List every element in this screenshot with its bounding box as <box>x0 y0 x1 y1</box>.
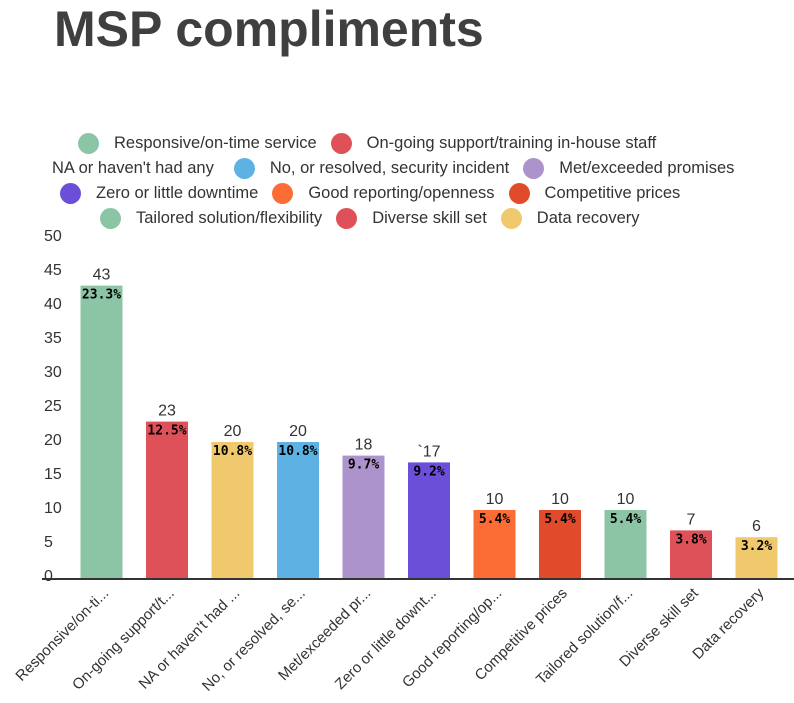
legend-swatch <box>233 157 255 179</box>
bar <box>277 442 319 578</box>
legend-swatch <box>100 207 121 229</box>
bar <box>342 455 385 578</box>
bar <box>146 421 188 578</box>
legend-item: Diverse skill set <box>336 207 487 229</box>
bar <box>539 510 581 578</box>
value-label: 10 <box>551 491 569 508</box>
percent-label: 9.7% <box>348 458 379 473</box>
value-label: 23 <box>158 403 176 420</box>
legend-item: Zero or little downtime <box>60 182 259 204</box>
legend-item: Tailored solution/flexibility <box>100 207 323 229</box>
legend-label: Zero or little downtime <box>96 183 259 202</box>
legend-item: Responsive/on-time service <box>78 132 317 154</box>
value-label: 10 <box>617 491 635 508</box>
y-tick-label: 15 <box>44 466 62 483</box>
legend-swatch <box>272 182 294 204</box>
legend-swatch <box>523 157 545 179</box>
y-tick-label: 35 <box>44 330 62 347</box>
legend-item: Met/exceeded promises <box>523 157 735 179</box>
legend-item: Good reporting/openness <box>272 182 495 204</box>
percent-label: 5.4% <box>544 512 575 527</box>
legend-item: Competitive prices <box>508 182 681 204</box>
y-tick-label: 20 <box>44 432 62 449</box>
legend-label: Good reporting/openness <box>308 183 495 202</box>
bar <box>473 510 516 578</box>
legend-swatch <box>500 207 522 229</box>
legend-row: NA or haven't had any No, or resolved, se… <box>52 156 748 180</box>
y-tick-label: 25 <box>44 398 62 415</box>
percent-label: 10.8% <box>278 444 317 459</box>
bar <box>604 510 647 578</box>
value-label: 43 <box>93 267 111 284</box>
legend-item: No, or resolved, security incident <box>233 157 510 179</box>
value-label: `17 <box>417 443 440 460</box>
chart-title: MSP compliments <box>54 1 484 57</box>
y-tick-label: 30 <box>44 364 62 381</box>
value-label: 7 <box>687 511 696 528</box>
legend-label: Competitive prices <box>544 183 681 202</box>
value-label: 18 <box>355 437 373 454</box>
percent-label: 5.4% <box>610 512 641 527</box>
bar <box>80 285 123 578</box>
value-label: 20 <box>289 423 307 440</box>
value-label: 20 <box>224 423 242 440</box>
legend-row: Tailored solution/flexibility Diverse ski… <box>100 206 654 230</box>
value-label: 10 <box>486 491 504 508</box>
legend-label: On-going support/training in-house staff <box>366 133 657 152</box>
y-tick-label: 10 <box>44 500 62 517</box>
legend-item: On-going support/training in-house staff <box>330 132 657 154</box>
legend-label: NA or haven't had any <box>52 158 214 177</box>
percent-label: 10.8% <box>213 444 252 459</box>
bar <box>735 537 778 578</box>
legend-item: Data recovery <box>500 207 640 229</box>
legend-swatch <box>508 182 530 204</box>
y-tick-label: 50 <box>44 228 62 245</box>
y-tick-label: 5 <box>44 534 53 551</box>
y-tick-label: 45 <box>44 262 62 279</box>
percent-label: 3.8% <box>675 532 706 547</box>
percent-label: 5.4% <box>479 512 510 527</box>
legend-swatch <box>78 132 99 154</box>
legend-swatch <box>60 182 81 204</box>
percent-label: 9.2% <box>413 464 444 479</box>
y-tick-label: 40 <box>44 296 62 313</box>
percent-label: 12.5% <box>147 424 186 439</box>
bar <box>670 530 712 578</box>
y-tick-label: 0 <box>44 568 53 585</box>
percent-label: 23.3% <box>82 288 121 303</box>
legend-swatch <box>336 207 358 229</box>
legend-label: Met/exceeded promises <box>559 158 735 177</box>
legend-row: Responsive/on-time service On-going suppo… <box>78 131 670 155</box>
legend-item: NA or haven't had any <box>52 159 220 178</box>
legend-swatch <box>330 132 352 154</box>
legend-label: Responsive/on-time service <box>114 133 317 152</box>
legend-label: Tailored solution/flexibility <box>136 208 323 227</box>
bar <box>211 442 254 578</box>
legend-label: Data recovery <box>536 208 640 227</box>
legend-label: Diverse skill set <box>372 208 487 227</box>
bar <box>408 462 450 578</box>
legend-label: No, or resolved, security incident <box>269 158 510 177</box>
legend-row: Zero or little downtime Good reporting/op… <box>60 181 694 205</box>
percent-label: 3.2% <box>741 539 772 554</box>
value-label: 6 <box>752 518 761 535</box>
